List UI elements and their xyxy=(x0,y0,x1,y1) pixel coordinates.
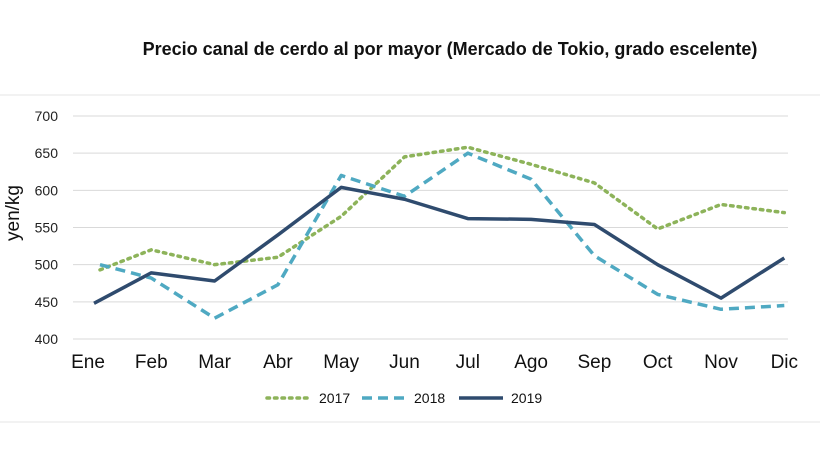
chart-title: Precio canal de cerdo al por mayor (Merc… xyxy=(143,39,758,59)
series-line-2018 xyxy=(99,151,785,320)
legend-label-2019: 2019 xyxy=(511,390,542,406)
legend-label-2017: 2017 xyxy=(319,390,350,406)
x-tick-label: Nov xyxy=(704,352,738,373)
grid-lines xyxy=(73,115,788,340)
y-tick-label: 550 xyxy=(35,220,59,236)
x-tick-label: Jul xyxy=(456,352,480,373)
y-tick-label: 700 xyxy=(35,108,59,124)
series-lines xyxy=(93,145,787,320)
series-line-2017 xyxy=(98,145,787,272)
legend: 2017 2018 2019 xyxy=(265,390,542,406)
x-tick-label: Abr xyxy=(263,352,293,373)
y-axis: 400 450 500 550 600 650 700 xyxy=(35,108,59,347)
y-tick-label: 600 xyxy=(35,182,59,198)
x-tick-label: Sep xyxy=(577,352,611,373)
y-tick-label: 450 xyxy=(35,294,59,310)
y-axis-label: yen/kg xyxy=(3,185,24,241)
series-line-2019 xyxy=(93,185,786,305)
x-tick-label: Feb xyxy=(135,352,168,373)
x-tick-label: May xyxy=(323,352,359,373)
x-tick-label: Mar xyxy=(198,352,231,373)
y-tick-label: 650 xyxy=(35,145,59,161)
x-tick-label: Oct xyxy=(643,352,673,373)
y-tick-label: 500 xyxy=(35,257,59,273)
x-axis: Ene Feb Mar Abr May Jun Jul Ago Sep Oct Nov Dic xyxy=(71,352,798,373)
y-tick-label: 400 xyxy=(35,331,59,347)
x-tick-label: Jun xyxy=(389,352,420,373)
x-tick-label: Ago xyxy=(514,352,548,373)
legend-label-2018: 2018 xyxy=(414,390,445,406)
x-tick-label: Ene xyxy=(71,352,105,373)
x-tick-label: Dic xyxy=(771,352,798,373)
